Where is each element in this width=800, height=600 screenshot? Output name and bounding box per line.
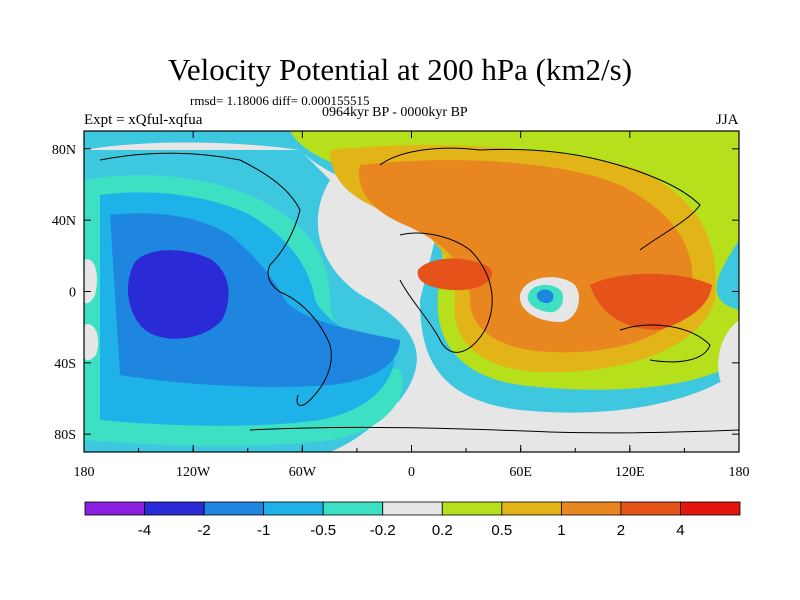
coast-australia [619,324,711,363]
colorbar-swatch [441,501,503,516]
colorbar: -4 -2 -1 -0.5 -0.2 0.2 0.5 1 2 4 [84,501,741,539]
field-negative-2 [127,250,229,339]
x-tick-label: 0 [408,465,415,480]
period-label: 0964kyr BP - 0000kyr BP [322,105,468,120]
field-edge-neutral-2 [84,324,99,361]
y-tick-label: 40S [54,357,76,372]
colorbar-label: 0.5 [491,522,512,539]
colorbar-label: 2 [617,522,625,539]
coast-north-america [99,152,301,293]
colorbar-swatch [263,501,324,516]
field-positive-2-maritime [590,273,712,330]
coast-south-america [279,291,332,406]
y-axis: 80N 40N 0 40S 80S [52,143,739,443]
y-tick-label: 0 [69,286,76,301]
colorbar-swatch [203,501,265,516]
x-tick-label: 120E [615,465,645,480]
colorbar-label: -0.2 [370,522,396,539]
contour-field [84,131,739,452]
colorbar-label: -0.5 [310,522,336,539]
field-edge-neutral [84,259,97,304]
coast-africa [399,232,493,353]
field-indian-neg-1 [536,289,554,304]
colorbar-swatch [620,501,681,516]
colorbar-swatch [382,501,443,516]
coast-antarctica [249,426,739,434]
field-neutral-band [84,142,739,452]
x-tick-label: 180 [729,465,750,480]
colorbar-swatch [322,501,384,516]
map-title: Velocity Potential at 200 hPa (km2/s) [167,52,633,87]
field-right-neutral [718,320,739,395]
colorbar-label: 1 [557,522,565,539]
rmsd-diff-stats: rmsd= 1.18006 diff= 0.000155515 [190,93,370,108]
colorbar-label: 0.2 [432,522,453,539]
colorbar-swatch [560,501,622,516]
y-tick-label: 80S [54,428,76,443]
experiment-label: Expt = xQful-xqfua [84,112,203,128]
x-tick-label: 60W [289,465,317,480]
x-tick-label: 180 [74,465,95,480]
y-tick-label: 40N [52,214,76,229]
x-tick-label: 120W [176,465,211,480]
colorbar-swatch [501,501,562,516]
coast-eurasia [379,147,701,251]
coastlines [99,147,739,434]
colorbar-label: -4 [138,522,151,539]
colorbar-label: 4 [676,522,684,539]
season-label: JJA [716,112,739,128]
colorbar-swatch [680,501,741,516]
field-positive-2-africa [417,258,492,291]
colorbar-swatch [84,501,145,516]
y-tick-label: 80N [52,143,76,158]
colorbar-swatch [144,501,205,516]
x-tick-label: 60E [509,465,532,480]
colorbar-label: -2 [197,522,210,539]
x-axis: 180 120W 60W 0 60E 120E 180 [74,131,750,480]
colorbar-label: -1 [257,522,270,539]
